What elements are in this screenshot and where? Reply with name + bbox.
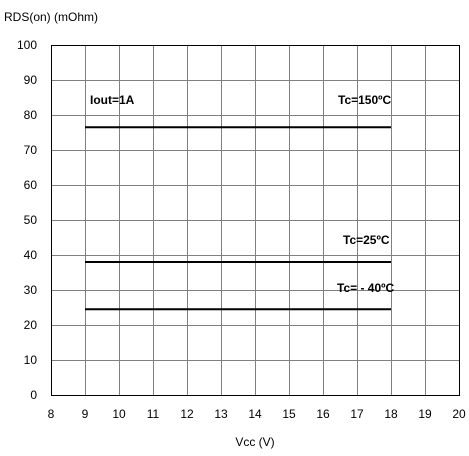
y-tick-label: 30 bbox=[24, 283, 38, 297]
y-tick-label: 20 bbox=[24, 318, 38, 332]
x-tick-label: 9 bbox=[82, 407, 89, 421]
series-label-150c: Tc=150ºC bbox=[338, 93, 392, 107]
y-tick-label: 70 bbox=[24, 143, 38, 157]
x-tick-label: 17 bbox=[350, 407, 364, 421]
y-tick-label: 90 bbox=[24, 73, 38, 87]
y-tick-label: 0 bbox=[30, 388, 37, 402]
x-tick-label: 14 bbox=[248, 407, 262, 421]
x-tick-label: 20 bbox=[452, 407, 466, 421]
x-tick-label: 11 bbox=[147, 407, 160, 421]
series-label-minus40c: Tc= - 40ºC bbox=[337, 281, 395, 295]
plot-frame bbox=[51, 45, 460, 396]
y-axis-title: RDS(on) (mOhm) bbox=[4, 10, 98, 24]
series-layer bbox=[85, 126, 391, 311]
y-tick-label: 100 bbox=[17, 38, 37, 52]
y-tick-label: 10 bbox=[24, 353, 38, 367]
x-tick-label: 18 bbox=[384, 407, 398, 421]
annotation-iout: Iout=1A bbox=[90, 93, 135, 107]
tick-labels: 0 10 20 30 40 50 60 70 80 90 100 8 9 10 11 12 13 14 15 16 17… bbox=[17, 38, 466, 421]
x-tick-label: 13 bbox=[214, 407, 228, 421]
x-tick-label: 16 bbox=[316, 407, 330, 421]
x-axis-title: Vcc (V) bbox=[235, 435, 274, 449]
x-tick-label: 8 bbox=[48, 407, 55, 421]
x-tick-label: 10 bbox=[112, 407, 126, 421]
y-tick-label: 60 bbox=[24, 178, 38, 192]
y-tick-label: 50 bbox=[24, 213, 38, 227]
y-tick-label: 40 bbox=[24, 248, 38, 262]
series-label-25c: Tc=25ºC bbox=[343, 233, 390, 247]
x-tick-label: 12 bbox=[180, 407, 194, 421]
x-tick-label: 19 bbox=[418, 407, 432, 421]
x-tick-label: 15 bbox=[282, 407, 296, 421]
y-tick-label: 80 bbox=[24, 108, 38, 122]
